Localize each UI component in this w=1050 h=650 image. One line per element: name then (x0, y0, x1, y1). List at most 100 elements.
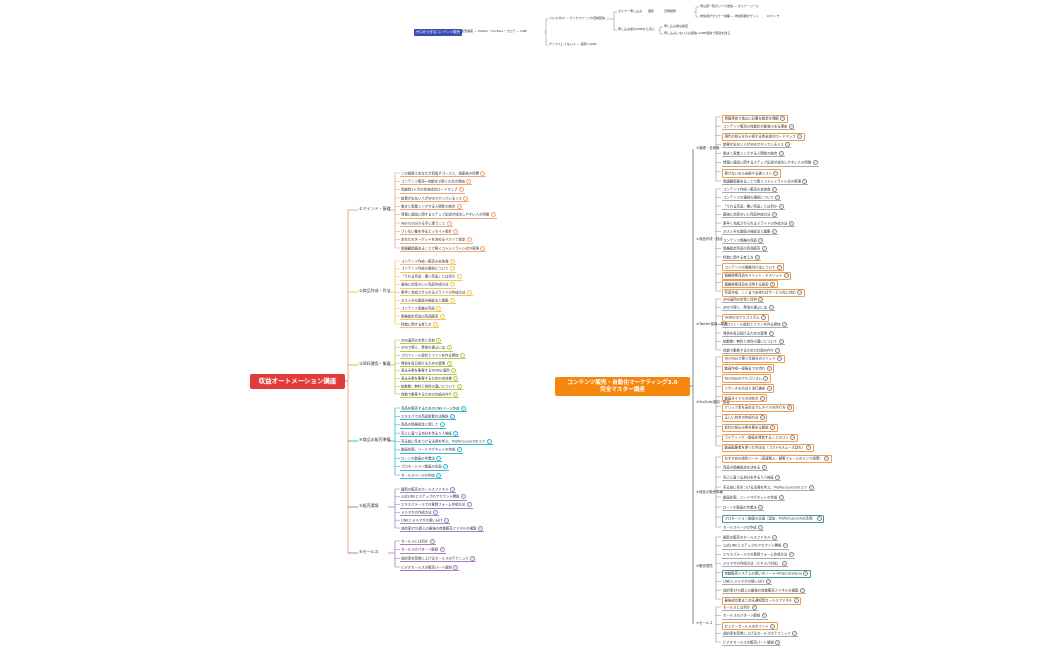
expand-toggle-icon[interactable]: + (436, 472, 442, 478)
leaf-node[interactable]: YouTubeで稼ぐ仕組みのメソッド + (722, 354, 785, 363)
expand-toggle-icon[interactable]: + (477, 525, 483, 531)
expand-toggle-icon[interactable]: + (782, 561, 788, 567)
leaf-node[interactable]: メルマガの作成方法 + (400, 509, 440, 517)
top-node[interactable]: LPリンク (766, 14, 780, 18)
expand-toggle-icon[interactable]: + (453, 376, 459, 382)
leaf-node[interactable]: 最後成功者まとめる通知型セールスファネル + (722, 596, 802, 605)
leaf-node[interactable]: 素早く完成させられるスライドの作成方法 + (722, 220, 795, 227)
leaf-node[interactable]: ライティング・動画を発信することのコツ + (722, 433, 798, 443)
leaf-node[interactable]: 素早く完成させられるスライドの作成方法 + (400, 290, 473, 297)
leaf-node[interactable]: Twitterのアルゴリズム + (722, 313, 769, 322)
leaf-node[interactable]: 価格提携商品を活用する秘密 + (722, 280, 778, 289)
leaf-node[interactable]: クリック率を高めるサムネイルの作り方 + (722, 403, 795, 413)
expand-toggle-icon[interactable]: + (799, 587, 805, 593)
expand-toggle-icon[interactable]: + (771, 534, 777, 540)
leaf-node[interactable]: 稼げないなら全部やる選ミスト + (722, 169, 781, 178)
leaf-node[interactable]: おすすめの成約ツール（高速購入・顧客フォームのリンク設置） + (722, 454, 832, 463)
expand-toggle-icon[interactable]: + (443, 517, 449, 523)
expand-toggle-icon[interactable]: + (768, 305, 774, 310)
branch-node[interactable]: ②商品作成・作法 (359, 288, 391, 294)
expand-toggle-icon[interactable]: + (466, 290, 472, 295)
leaf-node[interactable]: 商品を販売するためのLINEページ作成 + (400, 405, 467, 412)
leaf-node[interactable]: Wantsの分かる手に使うこと + (400, 220, 453, 227)
expand-toggle-icon[interactable]: + (449, 266, 455, 272)
leaf-node[interactable]: 「うれる商品・悪い商品」とは何か + (400, 274, 463, 281)
leaf-node[interactable]: 動画編集者を使った外注法（コスト&スムーズ割れ） + (722, 443, 814, 452)
leaf-node[interactable]: ブレない軸を作るエッセイト設計 + (400, 228, 460, 236)
leaf-node[interactable]: コンテンツ作成一販売の全体像 + (400, 258, 456, 265)
top-node[interactable]: サンクスしてない人 — 個別へLINE (548, 42, 597, 46)
leaf-node[interactable]: 結果が出ない人がSNSでやっているミス + (400, 195, 470, 202)
expand-toggle-icon[interactable]: + (439, 313, 445, 319)
expand-toggle-icon[interactable]: + (765, 578, 771, 584)
expand-toggle-icon[interactable]: + (480, 245, 486, 251)
expand-toggle-icon[interactable]: + (816, 516, 822, 521)
expand-toggle-icon[interactable]: + (782, 322, 788, 327)
leaf-node[interactable]: 自動販売システムの使い方ノート→https://tally.so + (722, 569, 811, 579)
expand-toggle-icon[interactable]: + (759, 395, 765, 401)
expand-toggle-icon[interactable]: + (456, 274, 462, 280)
leaf-node[interactable]: 自動で集客するための仕組み作り + (400, 391, 460, 398)
leaf-node[interactable]: コンテンツ販売=自動化で稼ぐための理由 + (400, 178, 473, 186)
leaf-node[interactable]: 特典に関する考え方 + (400, 321, 440, 328)
expand-toggle-icon[interactable]: + (460, 494, 466, 500)
leaf-node[interactable]: 動画タイトルの決め方 + (722, 394, 768, 403)
branch-node[interactable]: ⑤商品の販売準備 (696, 490, 723, 495)
branch-node[interactable]: ④商品の販売準備 (359, 437, 391, 443)
expand-toggle-icon[interactable]: + (460, 352, 466, 358)
expand-toggle-icon[interactable]: + (766, 385, 772, 391)
expand-toggle-icon[interactable]: + (433, 321, 439, 327)
expand-toggle-icon[interactable]: + (460, 405, 466, 411)
expand-toggle-icon[interactable]: + (778, 151, 784, 157)
top-node[interactable]: 個別 (647, 9, 655, 13)
leaf-node[interactable]: 価値観価値あることで稼ぐコトシミラトシ式の実現 + (722, 178, 809, 185)
leaf-node[interactable]: 価格設定商品の商品販売 + (722, 246, 768, 253)
expand-toggle-icon[interactable]: + (761, 464, 767, 470)
expand-toggle-icon[interactable]: + (808, 484, 814, 490)
leaf-node[interactable]: 成約率を簡単に上げるセールスのテクニック + (400, 555, 477, 563)
leaf-node[interactable]: SNS運用の本質と目的 + (400, 337, 443, 344)
expand-toggle-icon[interactable]: + (449, 413, 455, 419)
expand-toggle-icon[interactable]: + (443, 464, 449, 470)
leaf-node[interactable]: 成約率を簡単に上げるセールスのテクニック + (722, 630, 799, 638)
expand-toggle-icon[interactable]: + (793, 598, 799, 603)
expand-toggle-icon[interactable]: + (761, 246, 767, 251)
expand-toggle-icon[interactable]: + (446, 220, 452, 226)
expand-toggle-icon[interactable]: + (775, 347, 781, 353)
leaf-node[interactable]: セールスとは何か + (722, 604, 758, 611)
leaf-node[interactable]: 成約率35%超えの最強の自動販売ファネルの構築 + (722, 587, 806, 595)
leaf-node[interactable]: 結果が出ない人がSNSでやっているミス + (722, 141, 792, 149)
branch-node[interactable]: ③SNS運用・集客 (359, 361, 391, 367)
branch-node[interactable]: ①マインド・基礎 (359, 206, 391, 212)
expand-toggle-icon[interactable]: + (456, 447, 462, 453)
top-node[interactable]: 申し込みしない人は返信→LINE返信で個別を送る (663, 31, 731, 35)
expand-toggle-icon[interactable]: + (824, 456, 830, 461)
top-node[interactable]: セミナー申し込み (617, 9, 643, 13)
expand-toggle-icon[interactable]: + (782, 543, 788, 549)
expand-toggle-icon[interactable]: + (486, 439, 492, 444)
expand-toggle-icon[interactable]: + (439, 422, 445, 428)
leaf-node[interactable]: ビデオセールスの販売パート解説 + (722, 639, 782, 646)
expand-toggle-icon[interactable]: + (788, 552, 794, 558)
root-node[interactable]: 収益オートメーション講座 (250, 374, 345, 389)
leaf-node[interactable]: 自動で集客するための仕組み作り + (722, 347, 782, 354)
expand-toggle-icon[interactable]: + (470, 555, 476, 561)
expand-toggle-icon[interactable]: + (433, 509, 439, 515)
expand-toggle-icon[interactable]: + (792, 630, 798, 636)
leaf-node[interactable]: 働きと実業ミングする人間性の統合 + (400, 203, 463, 211)
leaf-node[interactable]: 価格提携商品のメリット・デメリット + (722, 271, 792, 280)
leaf-node[interactable]: エキスパメールでの登録フォーム作成方法 + (722, 552, 795, 559)
leaf-node[interactable]: セールスのパターン解説 + (400, 547, 446, 554)
leaf-node[interactable]: 公式LINEとステップのアカウント開設 + (722, 543, 789, 550)
expand-toggle-icon[interactable]: + (783, 273, 789, 278)
leaf-node[interactable]: コンテンツ作成の選択について + (400, 266, 456, 273)
expand-toggle-icon[interactable]: + (778, 494, 784, 500)
expand-toggle-icon[interactable]: + (449, 486, 455, 492)
expand-toggle-icon[interactable]: + (758, 237, 764, 243)
leaf-node[interactable]: 情報に値段に関するステップ記述が成功しやすい人の特徴 + (722, 160, 819, 167)
expand-toggle-icon[interactable]: + (773, 170, 779, 176)
expand-toggle-icon[interactable]: + (761, 315, 766, 320)
expand-toggle-icon[interactable]: + (453, 391, 459, 397)
top-node[interactable]: 日時調整 (663, 9, 677, 13)
leaf-node[interactable]: プロモーション動画の企画（追加：ProPerLaunchの活用） + (722, 514, 825, 523)
